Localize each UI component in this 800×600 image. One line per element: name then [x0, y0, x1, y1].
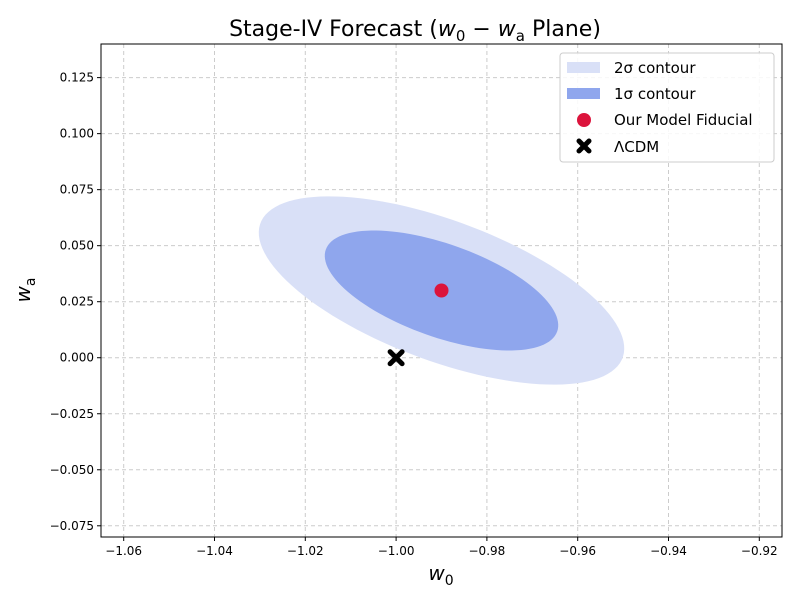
- x-tick-label: −1.04: [196, 544, 233, 558]
- legend-swatch-2sigma: [567, 62, 600, 73]
- y-tick-label: 0.125: [60, 71, 94, 85]
- x-tick-label: −1.02: [287, 544, 324, 558]
- y-tick-label: −0.025: [50, 407, 94, 421]
- y-tick-label: 0.025: [60, 295, 94, 309]
- x-tick-label: −1.00: [378, 544, 415, 558]
- legend-swatch-1sigma: [567, 88, 600, 99]
- x-tick-label: −0.96: [559, 544, 596, 558]
- legend-frame: [559, 52, 775, 163]
- point-lcdm: [387, 349, 405, 367]
- point-fiducial: [434, 283, 449, 298]
- legend-marker-lcdm: [576, 138, 592, 154]
- chart-title: Stage-IV Forecast (w0 − wa Plane): [229, 17, 601, 45]
- y-tick-label: 0.000: [60, 351, 94, 365]
- plot-frame: [100, 43, 783, 538]
- y-tick-label: 0.075: [60, 183, 94, 197]
- y-tick-label: 0.100: [60, 127, 94, 141]
- y-tick-label: 0.050: [60, 239, 94, 253]
- x-tick-label: −0.98: [469, 544, 506, 558]
- x-tick-label: −1.06: [105, 544, 142, 558]
- legend-label-lcdm: ΛCDM: [614, 138, 659, 156]
- legend-label-1sigma: 1σ contour: [614, 85, 696, 103]
- x-tick-label: −0.92: [741, 544, 778, 558]
- y-axis-ticks: −0.075 −0.050 −0.025 0.000 0.025 0.050 0.075 0.…: [50, 71, 101, 533]
- legend: 2σ contour 1σ contour Our Model Fiducial…: [559, 52, 775, 163]
- y-tick-label: −0.050: [50, 463, 94, 477]
- y-axis-label: wa: [11, 278, 39, 303]
- legend-label-fiducial: Our Model Fiducial: [614, 111, 753, 129]
- points: [387, 283, 449, 367]
- legend-label-2sigma: 2σ contour: [614, 59, 696, 77]
- x-tick-label: −0.94: [650, 544, 687, 558]
- y-tick-label: −0.075: [50, 519, 94, 533]
- legend-marker-fiducial: [577, 113, 591, 127]
- x-axis-ticks: −1.06 −1.04 −1.02 −1.00 −0.98 −0.96 −0.94 −0.92: [105, 537, 778, 558]
- x-axis-label: w0: [428, 561, 453, 589]
